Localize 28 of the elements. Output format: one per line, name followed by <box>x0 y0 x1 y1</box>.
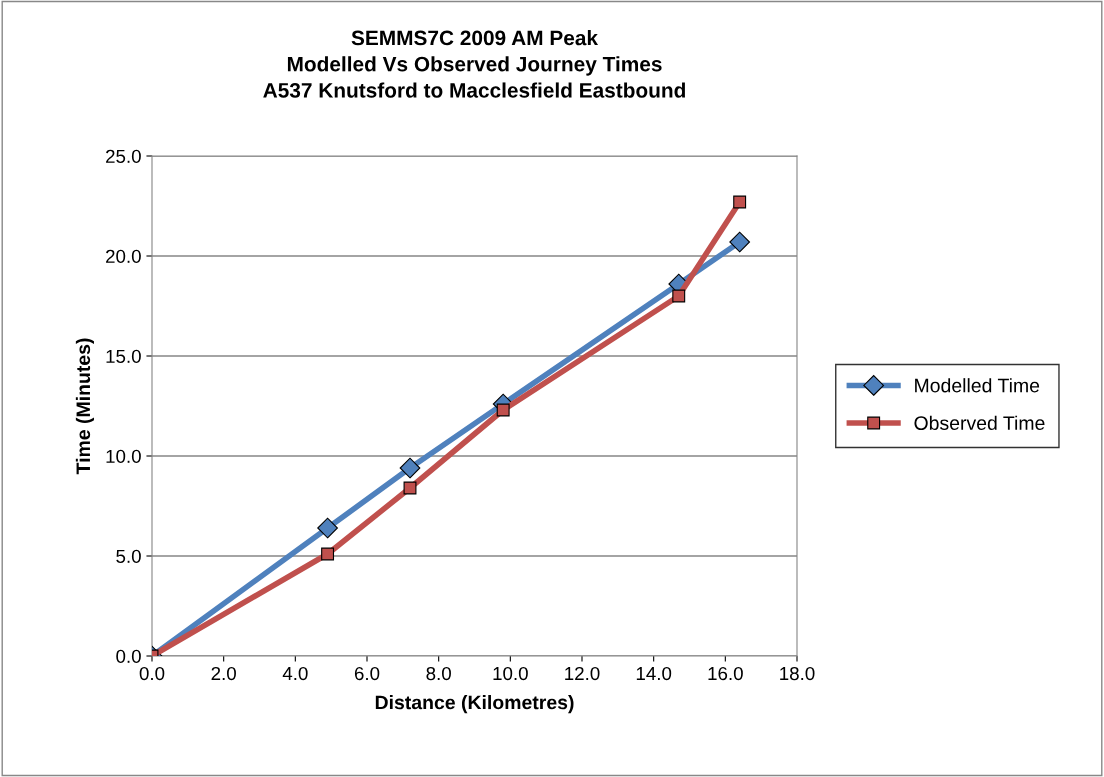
y-tick-label: 20.0 <box>106 249 141 263</box>
x-tick-label: 18.0 <box>780 666 815 681</box>
x-tick-label: 8.0 <box>426 666 451 681</box>
point <box>317 517 338 539</box>
x-tick-label: 14.0 <box>636 666 672 681</box>
x-tick-label: 4.0 <box>282 666 308 681</box>
point <box>729 231 751 253</box>
point <box>733 195 747 209</box>
chart-title: SEMMS7C 2009 AM Peak Modelled Vs Observed Journey Times A537 Knutsford to Macclesfield Eastbound <box>263 30 685 98</box>
x-tick-label: 6.0 <box>354 666 380 681</box>
x-axis-title: Distance (Kilometres) <box>375 695 574 714</box>
x-tick-label: 2.0 <box>211 666 236 681</box>
point <box>672 289 686 303</box>
point <box>496 403 510 417</box>
y-tick-label: 10.0 <box>106 449 141 463</box>
legend-label: Modelled Time <box>915 378 1040 393</box>
point <box>321 547 335 561</box>
legend-label: Observed Time <box>914 415 1045 430</box>
y-tick-label: 15.0 <box>106 349 141 363</box>
x-tick-label: 16.0 <box>708 666 743 681</box>
y-tick-label: 5.0 <box>116 549 141 563</box>
x-tick-label: 0.0 <box>139 666 165 681</box>
y-axis-title: Time (Minutes) <box>75 338 94 475</box>
x-tick-label: 10.0 <box>493 666 528 681</box>
y-tick-label: 25.0 <box>106 149 141 163</box>
y-tick-label: 0.0 <box>116 649 141 663</box>
point <box>399 457 421 479</box>
x-tick-label: 12.0 <box>565 666 600 681</box>
